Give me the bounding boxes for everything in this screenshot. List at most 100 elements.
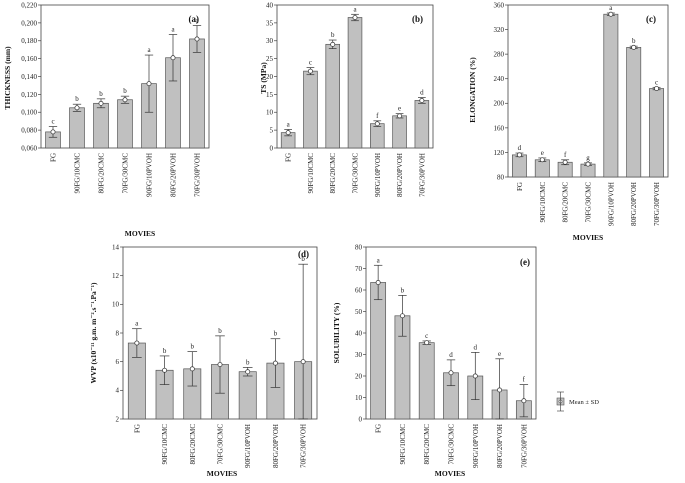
x-category-label: 80FG/20CMC bbox=[189, 424, 197, 465]
y-tick-label: 50 bbox=[355, 308, 363, 316]
significance-letter: a bbox=[377, 256, 381, 264]
bar bbox=[511, 154, 527, 178]
y-tick-label: 360 bbox=[494, 1, 505, 9]
panel-label: (b) bbox=[412, 14, 423, 24]
y-axis-title: THICKNESS (mm) bbox=[3, 46, 12, 110]
y-tick-label: 40 bbox=[355, 329, 363, 337]
mean-marker bbox=[539, 157, 545, 163]
mean-marker bbox=[608, 11, 614, 17]
y-tick-label: 10 bbox=[112, 301, 120, 309]
y-tick-label: 0,180 bbox=[21, 37, 37, 45]
x-category-label: 90FG/10CMC bbox=[539, 182, 547, 223]
y-tick-label: 0,220 bbox=[21, 1, 37, 9]
x-category-label: 70FG/30PVOH bbox=[194, 153, 202, 197]
significance-letter: c bbox=[655, 78, 658, 86]
legend-label: Mean ± SD bbox=[569, 399, 599, 406]
bar bbox=[392, 115, 407, 149]
legend: Mean ± SD bbox=[556, 391, 599, 412]
mean-marker bbox=[194, 36, 200, 42]
bar bbox=[69, 107, 85, 149]
x-category-label: 70FG/30CMC bbox=[122, 153, 130, 194]
mean-marker bbox=[448, 370, 454, 376]
x-category-label: 70FG/30PVOH bbox=[520, 424, 528, 468]
mean-marker bbox=[330, 41, 336, 47]
significance-letter: a bbox=[609, 4, 613, 12]
x-category-label: 70FG/30PVOH bbox=[653, 182, 661, 226]
significance-letter: b bbox=[218, 327, 222, 335]
bar bbox=[603, 13, 619, 178]
panel-label: (a) bbox=[189, 14, 200, 24]
mean-marker bbox=[74, 105, 80, 111]
mean-marker bbox=[654, 86, 660, 91]
y-tick-label: 10 bbox=[266, 109, 274, 117]
significance-letter: f bbox=[376, 112, 379, 120]
mean-marker bbox=[98, 100, 104, 106]
x-category-label: 80FG/20PVOH bbox=[396, 153, 404, 197]
mean-marker bbox=[472, 373, 478, 379]
x-category-label: FG bbox=[133, 424, 141, 433]
y-tick-label: 4 bbox=[116, 387, 120, 395]
significance-letter: b bbox=[274, 330, 278, 338]
y-axis-title: ELONGATION (%) bbox=[468, 57, 477, 123]
y-tick-label: 0,200 bbox=[21, 19, 37, 27]
x-category-label: 70FG/30CMC bbox=[448, 424, 456, 465]
significance-letter: a bbox=[135, 320, 139, 328]
y-tick-label: 120 bbox=[494, 149, 505, 157]
significance-letter: a bbox=[195, 17, 199, 25]
mean-marker bbox=[399, 313, 405, 319]
significance-letter: g bbox=[586, 154, 590, 162]
y-tick-label: 8 bbox=[116, 329, 120, 337]
chart-panel-5: 0 10 20 30 40 50 60 70 80 a FG b 90FG/10CMC c 80FG/20C… bbox=[332, 243, 599, 478]
y-axis-title: TS (MPa) bbox=[259, 62, 268, 94]
significance-letter: b bbox=[163, 347, 167, 355]
mean-marker bbox=[397, 113, 403, 119]
significance-letter: d bbox=[474, 343, 478, 351]
mean-marker bbox=[170, 55, 176, 61]
panel-label: (c) bbox=[646, 14, 656, 24]
x-axis-title: MOVIES bbox=[573, 233, 603, 242]
x-category-label: FG bbox=[50, 153, 58, 162]
mean-marker bbox=[585, 161, 591, 167]
chart-panel-1: 0,060 0,080 0,100 0,120 0,140 0,160 0,180 0,200… bbox=[3, 1, 210, 238]
significance-letter: f bbox=[523, 376, 526, 384]
mean-marker bbox=[516, 152, 522, 158]
x-category-label: 90FG/10CMC bbox=[307, 153, 315, 194]
y-tick-label: 80 bbox=[355, 243, 363, 251]
x-category-label: 80FG/20CMC bbox=[329, 153, 337, 194]
y-tick-label: 0,140 bbox=[21, 73, 37, 81]
significance-letter: c bbox=[309, 59, 312, 67]
mean-marker bbox=[631, 44, 637, 50]
significance-letter: b bbox=[401, 286, 405, 294]
y-tick-label: 320 bbox=[494, 26, 505, 34]
x-category-label: 80FG/20PVOH bbox=[496, 424, 504, 468]
x-axis-title: MOVIES bbox=[435, 469, 465, 478]
y-tick-label: 2 bbox=[116, 415, 120, 423]
y-tick-label: 70 bbox=[355, 265, 363, 273]
mean-marker bbox=[521, 398, 527, 404]
significance-letter: b bbox=[246, 358, 250, 366]
significance-letter: a bbox=[353, 5, 357, 13]
y-tick-label: 0,120 bbox=[21, 91, 37, 99]
significance-letter: e bbox=[398, 105, 401, 113]
significance-letter: e bbox=[498, 350, 501, 358]
bar bbox=[626, 47, 642, 178]
mean-marker bbox=[374, 121, 380, 127]
y-tick-label: 12 bbox=[112, 272, 120, 280]
significance-letter: b bbox=[99, 90, 103, 98]
y-tick-label: 10 bbox=[355, 394, 363, 402]
y-tick-label: 30 bbox=[355, 351, 363, 359]
y-tick-label: 60 bbox=[355, 286, 363, 294]
x-category-label: FG bbox=[516, 182, 524, 191]
mean-marker bbox=[50, 129, 56, 135]
y-axis-title: SOLUBILITY (%) bbox=[332, 302, 341, 363]
x-category-label: 80FG/20CMC bbox=[423, 424, 431, 465]
significance-letter: f bbox=[564, 151, 567, 159]
y-tick-label: 0 bbox=[359, 415, 363, 423]
significance-letter: a bbox=[287, 120, 291, 128]
significance-letter: b bbox=[632, 37, 636, 45]
mean-marker bbox=[217, 362, 223, 367]
y-tick-label: 280 bbox=[494, 51, 505, 59]
y-tick-label: 0,080 bbox=[21, 127, 37, 135]
bar bbox=[93, 102, 109, 149]
